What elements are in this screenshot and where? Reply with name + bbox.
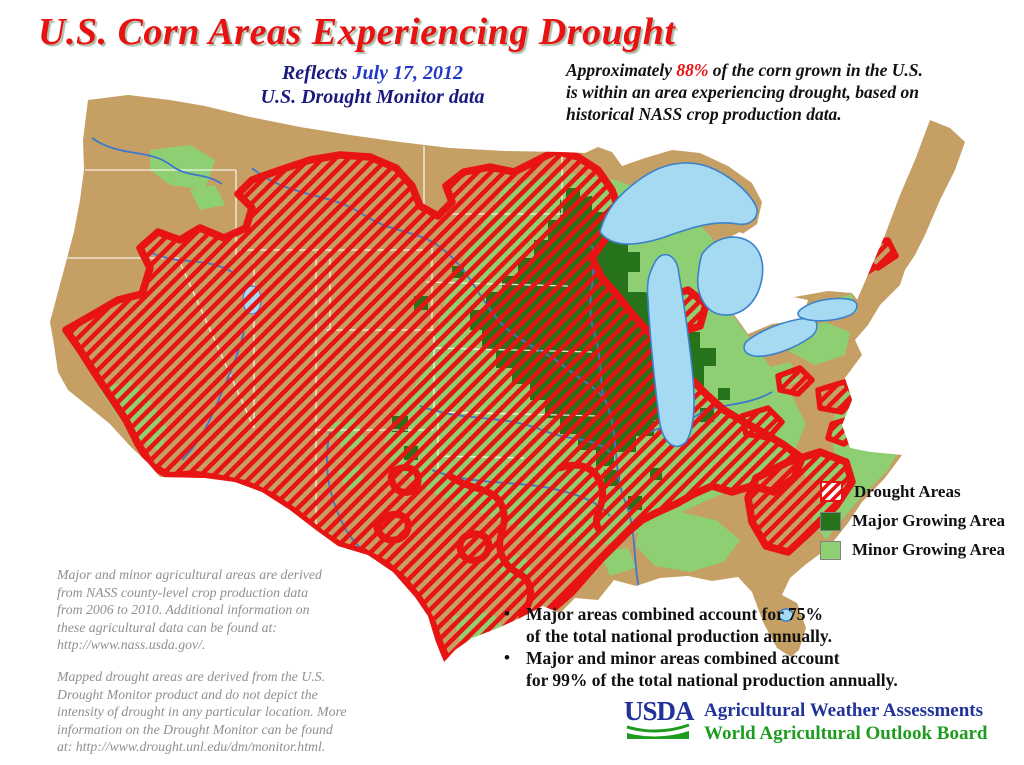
drought-boundary-lines [373, 461, 607, 630]
legend-item-drought: Drought Areas [820, 481, 1005, 502]
map-legend: Drought Areas Major Growing Area Minor G… [820, 481, 1005, 569]
subtitle-date: July 17, 2012 [352, 62, 464, 84]
callout-line2: is within an area experiencing drought, … [566, 82, 919, 102]
usda-swoosh-icon [626, 723, 690, 739]
lake-erie [743, 317, 818, 358]
drought-percentage-callout: Approximately 88% of the corn grown in t… [566, 59, 956, 125]
minor-green-swatch [820, 540, 841, 560]
production-notes: • Major areas combined account for 75% of… [504, 603, 898, 691]
page-title: U.S. Corn Areas Experiencing Drought [38, 11, 676, 53]
legend-label: Drought Areas [854, 481, 961, 501]
legend-label: Major Growing Area [852, 511, 1005, 530]
usda-line1: Agricultural Weather Assessments [704, 700, 984, 721]
bullet-text: Major areas combined account for 75% of t… [526, 604, 832, 646]
major-green-swatch [820, 511, 841, 531]
lake-superior [599, 162, 758, 245]
bullet-icon: • [504, 648, 510, 667]
usda-logo-text: USDA [624, 696, 695, 726]
lake-michigan [646, 253, 695, 448]
nass-footnote: Major and minor agricultural areas are d… [57, 567, 322, 653]
bullet-item: • Major areas combined account for 75% of… [504, 603, 898, 647]
drought-rings [739, 237, 899, 447]
lake-ontario [797, 297, 858, 322]
great-lakes [599, 162, 858, 622]
subtitle-line2: U.S. Drought Monitor data [260, 86, 485, 108]
drought-monitor-footnote: Mapped drought areas are derived from th… [57, 669, 347, 755]
usda-branding: USDA Agricultural Weather Assessments Wo… [624, 696, 987, 746]
usda-logo: USDA [624, 696, 695, 746]
callout-line3: historical NASS crop production data. [566, 104, 842, 124]
legend-item-major: Major Growing Area [820, 511, 1005, 531]
subtitle-line1: Reflects July 17, 2012 [281, 62, 464, 84]
legend-label: Minor Growing Area [852, 540, 1005, 559]
bullet-item: • Major and minor areas combined account… [504, 647, 898, 691]
usda-titles: Agricultural Weather Assessments World A… [704, 699, 987, 745]
bullet-icon: • [504, 604, 510, 623]
callout-percent: 88% [676, 60, 709, 80]
lake-okeechobee [778, 608, 794, 622]
callout-line1: Approximately 88% of the corn grown in t… [566, 60, 923, 80]
lake-huron [696, 236, 764, 316]
bullet-text: Major and minor areas combined account fo… [526, 648, 898, 690]
legend-item-minor: Minor Growing Area [820, 540, 1005, 560]
subtitle: Reflects July 17, 2012 U.S. Drought Moni… [200, 61, 545, 109]
drought-hatch-swatch [820, 481, 843, 502]
usda-line2: World Agricultural Outlook Board [704, 723, 988, 744]
